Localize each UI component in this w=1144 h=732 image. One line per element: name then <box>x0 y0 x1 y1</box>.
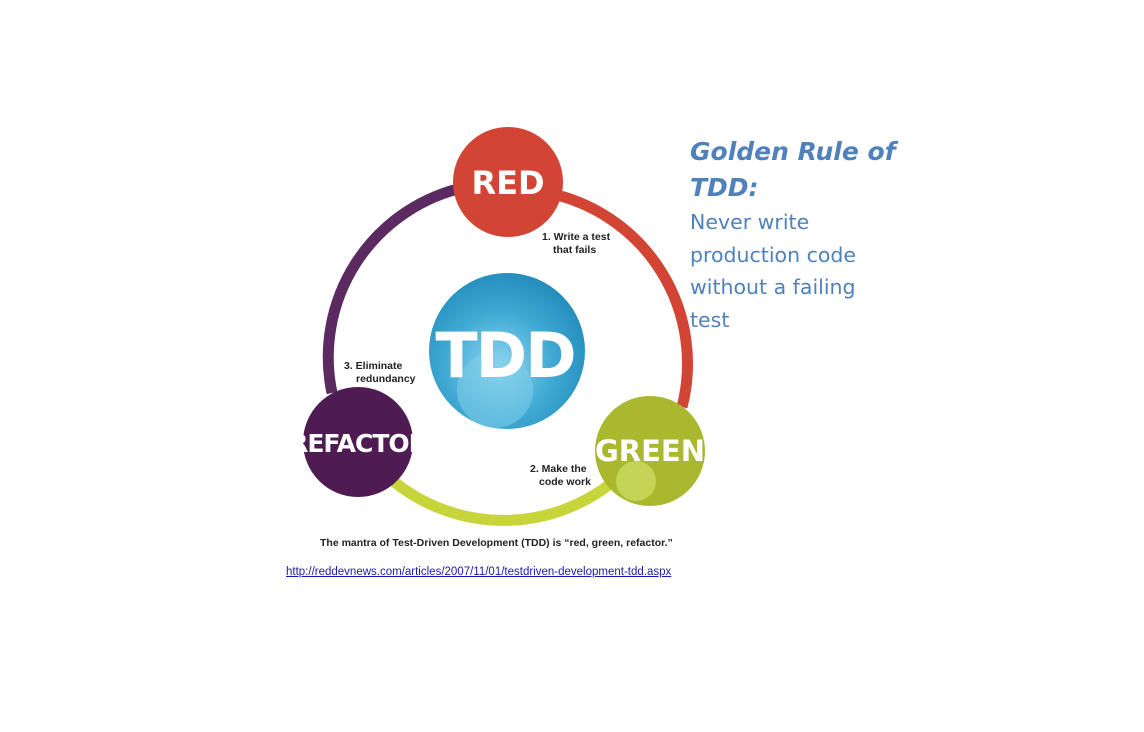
golden-rule-title: Golden Rule of TDD: <box>690 137 896 202</box>
step-1-line-2: that fails <box>553 244 596 256</box>
ring-arc-red-to-green <box>546 187 694 409</box>
refactor-stage-circle <box>303 387 413 497</box>
ring-arc-refactor-to-red <box>322 181 468 395</box>
green-stage-label: GREEN <box>595 434 705 468</box>
source-link[interactable]: http://reddevnews.com/articles/2007/11/0… <box>286 566 672 578</box>
step-3-line-1: 3. Eliminate <box>344 360 403 372</box>
refactor-stage-label: REFACTOR <box>289 429 428 458</box>
green-stage-highlight <box>616 461 656 501</box>
tdd-center-highlight <box>457 352 533 428</box>
step-2-line-2: code work <box>539 476 591 488</box>
red-stage-label: RED <box>471 164 544 202</box>
step-2-line-1: 2. Make the <box>530 463 587 475</box>
step-1-line-1: 1. Write a test <box>542 231 611 243</box>
golden-rule-text: Never write production code without a fa… <box>690 210 857 332</box>
diagram-caption: The mantra of Test-Driven Development (T… <box>320 537 673 549</box>
red-stage-circle <box>453 127 563 237</box>
golden-rule-panel: Golden Rule of TDD: Never write producti… <box>690 134 950 336</box>
ring-arc-green-to-refactor <box>388 466 630 526</box>
step-3-line-2: redundancy <box>356 373 416 385</box>
tdd-center-label: TDD <box>435 319 574 392</box>
